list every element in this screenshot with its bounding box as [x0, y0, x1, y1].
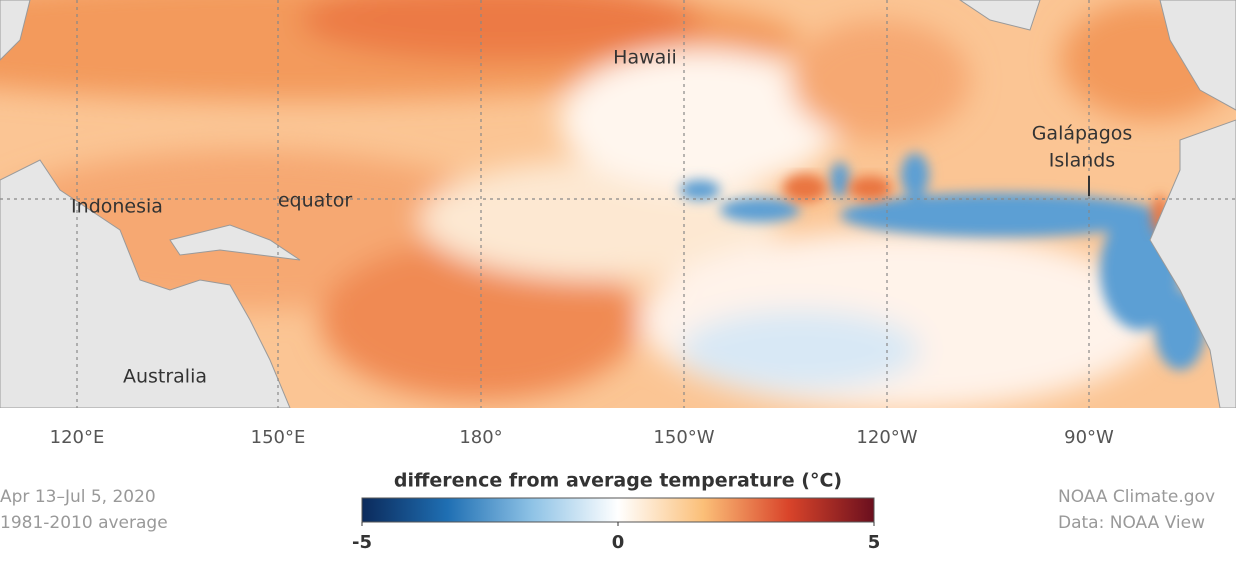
- longitude-label: 90°W: [1064, 427, 1114, 448]
- colorbar-tick-label: 0: [612, 532, 625, 553]
- place-label: Indonesia: [71, 196, 163, 218]
- land: [0, 0, 1236, 408]
- longitude-label: 150°W: [653, 427, 714, 448]
- map: [0, 0, 1236, 408]
- footer-right: Data: NOAA View: [1058, 513, 1205, 533]
- colorbar-title: difference from average temperature (°C): [394, 470, 842, 492]
- place-label: Galápagos: [1032, 123, 1133, 145]
- place-label: Islands: [1049, 150, 1115, 172]
- place-label: Australia: [123, 366, 207, 388]
- colorbar: [361, 497, 875, 523]
- graticule: [0, 0, 1236, 408]
- colorbar-tick-label: -5: [352, 532, 372, 553]
- footer-left: 1981-2010 average: [0, 513, 168, 533]
- longitude-label: 120°E: [50, 427, 105, 448]
- place-label: Hawaii: [613, 47, 677, 69]
- footer-right: NOAA Climate.gov: [1058, 487, 1215, 507]
- longitude-label: 150°E: [251, 427, 306, 448]
- colorbar-tick-label: 5: [868, 532, 881, 553]
- place-label: equator: [278, 190, 353, 212]
- longitude-label: 180°: [459, 427, 502, 448]
- labels: Hawaii Indonesia equator Australia Galápagos…: [0, 47, 1215, 554]
- footer-left: Apr 13–Jul 5, 2020: [0, 487, 156, 507]
- longitude-label: 120°W: [856, 427, 917, 448]
